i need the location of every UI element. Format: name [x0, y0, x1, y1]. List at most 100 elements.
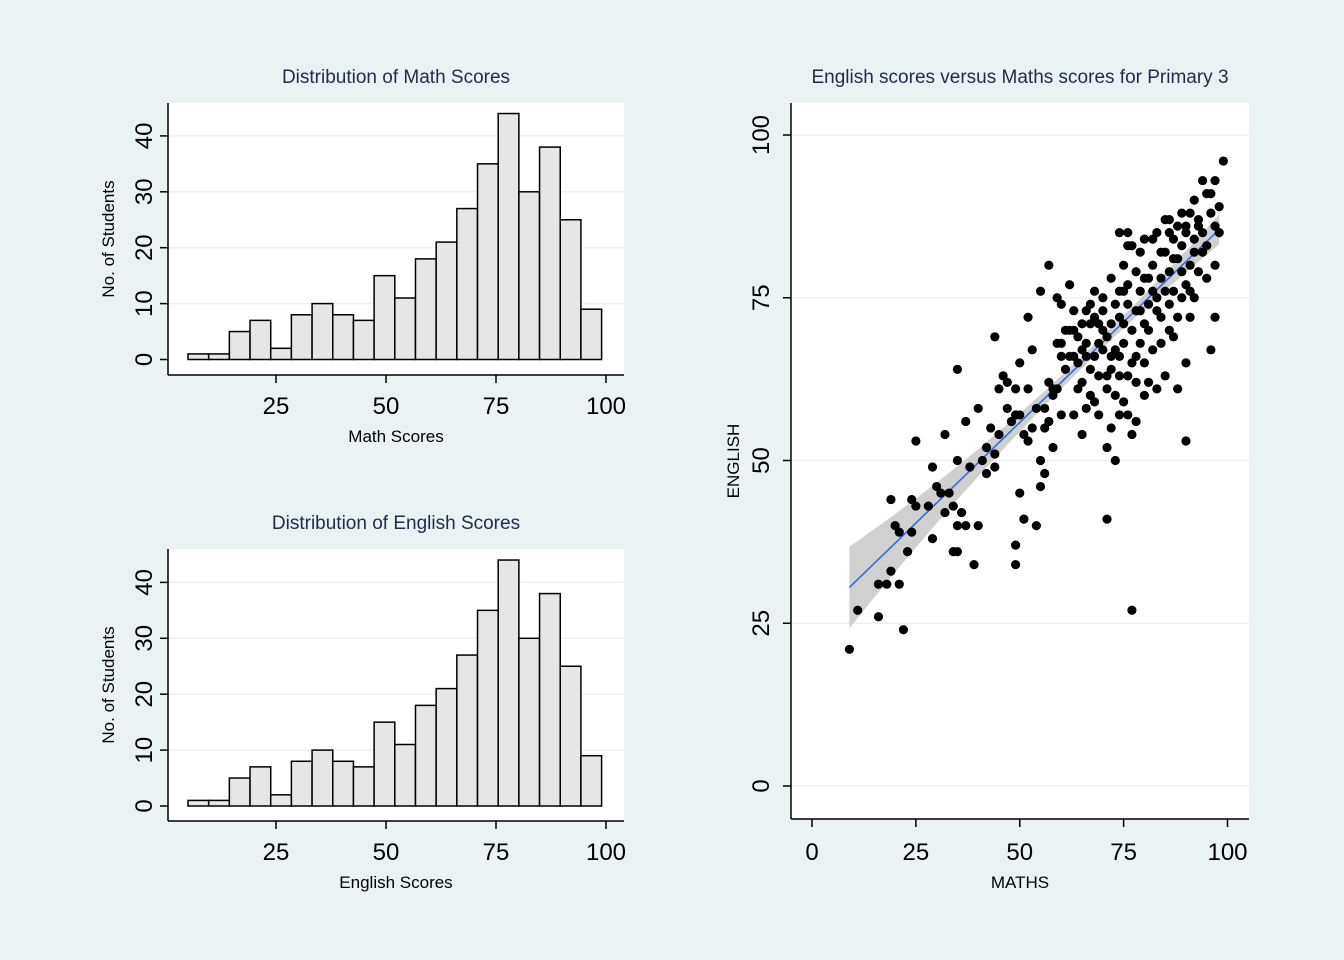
- scatter-point: [1164, 299, 1174, 309]
- scatter-point: [952, 547, 963, 557]
- scatter-point: [1177, 293, 1187, 303]
- scatter-point: [1202, 188, 1212, 199]
- scatter-point: [1177, 241, 1187, 251]
- scatter-point: [932, 481, 942, 492]
- histogram-bar: [580, 308, 603, 361]
- scatter-point: [890, 521, 900, 531]
- scatter-point: [1081, 403, 1091, 414]
- scatter-point: [873, 612, 884, 622]
- scatter-point: [1193, 215, 1204, 225]
- x-tick-label: 25: [263, 393, 290, 420]
- scatter-point: [1143, 377, 1154, 387]
- histogram-bar: [332, 314, 355, 361]
- scatter-point: [1181, 228, 1191, 238]
- scatter-point: [1206, 345, 1216, 355]
- scatter-point: [911, 436, 921, 446]
- histogram-bar: [518, 637, 541, 807]
- histogram-bar: [559, 665, 582, 807]
- scatter-point: [1081, 351, 1091, 361]
- scatter-point: [1102, 442, 1112, 453]
- scatter-point: [1210, 260, 1220, 270]
- scatter-point: [1131, 351, 1141, 361]
- scatter-point: [940, 507, 950, 518]
- y-tick-label: 50: [748, 447, 775, 474]
- histogram-bar: [559, 219, 582, 361]
- y-tick-label: 30: [131, 625, 158, 652]
- scatter-point: [927, 534, 938, 544]
- scatter-point: [1094, 319, 1104, 329]
- scatter-point: [1193, 221, 1204, 231]
- scatter-point: [1048, 390, 1058, 400]
- histogram-bar: [456, 207, 479, 361]
- histogram-bar: [311, 302, 334, 361]
- scatter-point: [1023, 436, 1033, 446]
- scatter-point: [1156, 273, 1166, 283]
- histogram-bar: [352, 319, 375, 361]
- scatter-point: [1139, 319, 1149, 329]
- scatter-point: [1123, 228, 1133, 238]
- histogram-bar: [414, 704, 437, 807]
- y-tick-label: 40: [131, 569, 158, 596]
- scatter-point: [969, 560, 979, 570]
- scatter-point: [1035, 481, 1046, 492]
- histogram-bar: [373, 274, 396, 361]
- scatter-point: [923, 501, 933, 511]
- scatter-point: [1114, 286, 1125, 296]
- math-histogram: 25 50 75 100 0 10 20 30 40 Distribution of Math…: [99, 67, 626, 446]
- scatter-point: [1185, 260, 1195, 270]
- scatter-point: [1015, 488, 1025, 498]
- scatter-point: [894, 527, 904, 537]
- scatter-point: [1106, 364, 1116, 374]
- scatter-point: [1148, 260, 1158, 270]
- y-tick-label: 30: [131, 178, 158, 205]
- scatter-point: [1044, 377, 1054, 387]
- x-tick-label: 50: [1006, 839, 1033, 866]
- scatter-point: [1177, 208, 1187, 218]
- scatter-point: [1056, 410, 1066, 420]
- scatter-point: [1098, 325, 1108, 335]
- y-tick-label: 0: [748, 779, 775, 792]
- scatter-point: [1069, 410, 1079, 420]
- scatter-point: [952, 455, 963, 466]
- scatter-point: [1156, 338, 1166, 348]
- chart-title: English scores versus Maths scores for P…: [811, 67, 1228, 88]
- x-tick-label: 75: [483, 393, 510, 420]
- x-axis-label: Math Scores: [348, 427, 443, 446]
- scatter-point: [1114, 410, 1125, 420]
- scatter-point: [1173, 312, 1183, 322]
- scatter-point: [1002, 403, 1012, 414]
- scatter-point: [1094, 338, 1104, 348]
- y-tick-label: 10: [131, 290, 158, 317]
- scatter-point: [1189, 247, 1199, 257]
- scatter-point: [1040, 468, 1050, 479]
- scatter-point: [1139, 390, 1149, 400]
- scatter-point: [1210, 312, 1220, 322]
- scatter-point: [1173, 384, 1183, 394]
- scatter-point: [1123, 410, 1133, 420]
- scatter-point: [1173, 221, 1183, 231]
- scatter-point: [1073, 358, 1083, 368]
- scatter-point: [1127, 605, 1137, 615]
- y-tick-label: 10: [131, 737, 158, 764]
- scatter-point: [961, 521, 971, 531]
- scatter-point: [1077, 429, 1087, 440]
- scatter-point: [1160, 371, 1170, 381]
- scatter-point: [1106, 319, 1116, 329]
- scatter-point: [1081, 338, 1091, 348]
- scatter-point: [1089, 312, 1100, 322]
- scatter-point: [1210, 175, 1220, 186]
- histogram-bar: [476, 163, 499, 361]
- scatter-point: [1185, 312, 1195, 322]
- scatter-point: [1173, 254, 1183, 264]
- scatter-point: [873, 579, 884, 589]
- chart-title: Distribution of Math Scores: [282, 67, 510, 88]
- scatter-point: [1185, 208, 1195, 218]
- histogram-bar: [435, 241, 458, 361]
- scatter-point: [1185, 286, 1195, 296]
- scatter-point: [1077, 377, 1087, 387]
- x-axis-label: English Scores: [339, 873, 452, 892]
- scatter-point: [1135, 286, 1145, 296]
- scatter-point: [1027, 423, 1037, 433]
- scatter-point: [1168, 286, 1179, 296]
- scatter-point: [1143, 299, 1154, 309]
